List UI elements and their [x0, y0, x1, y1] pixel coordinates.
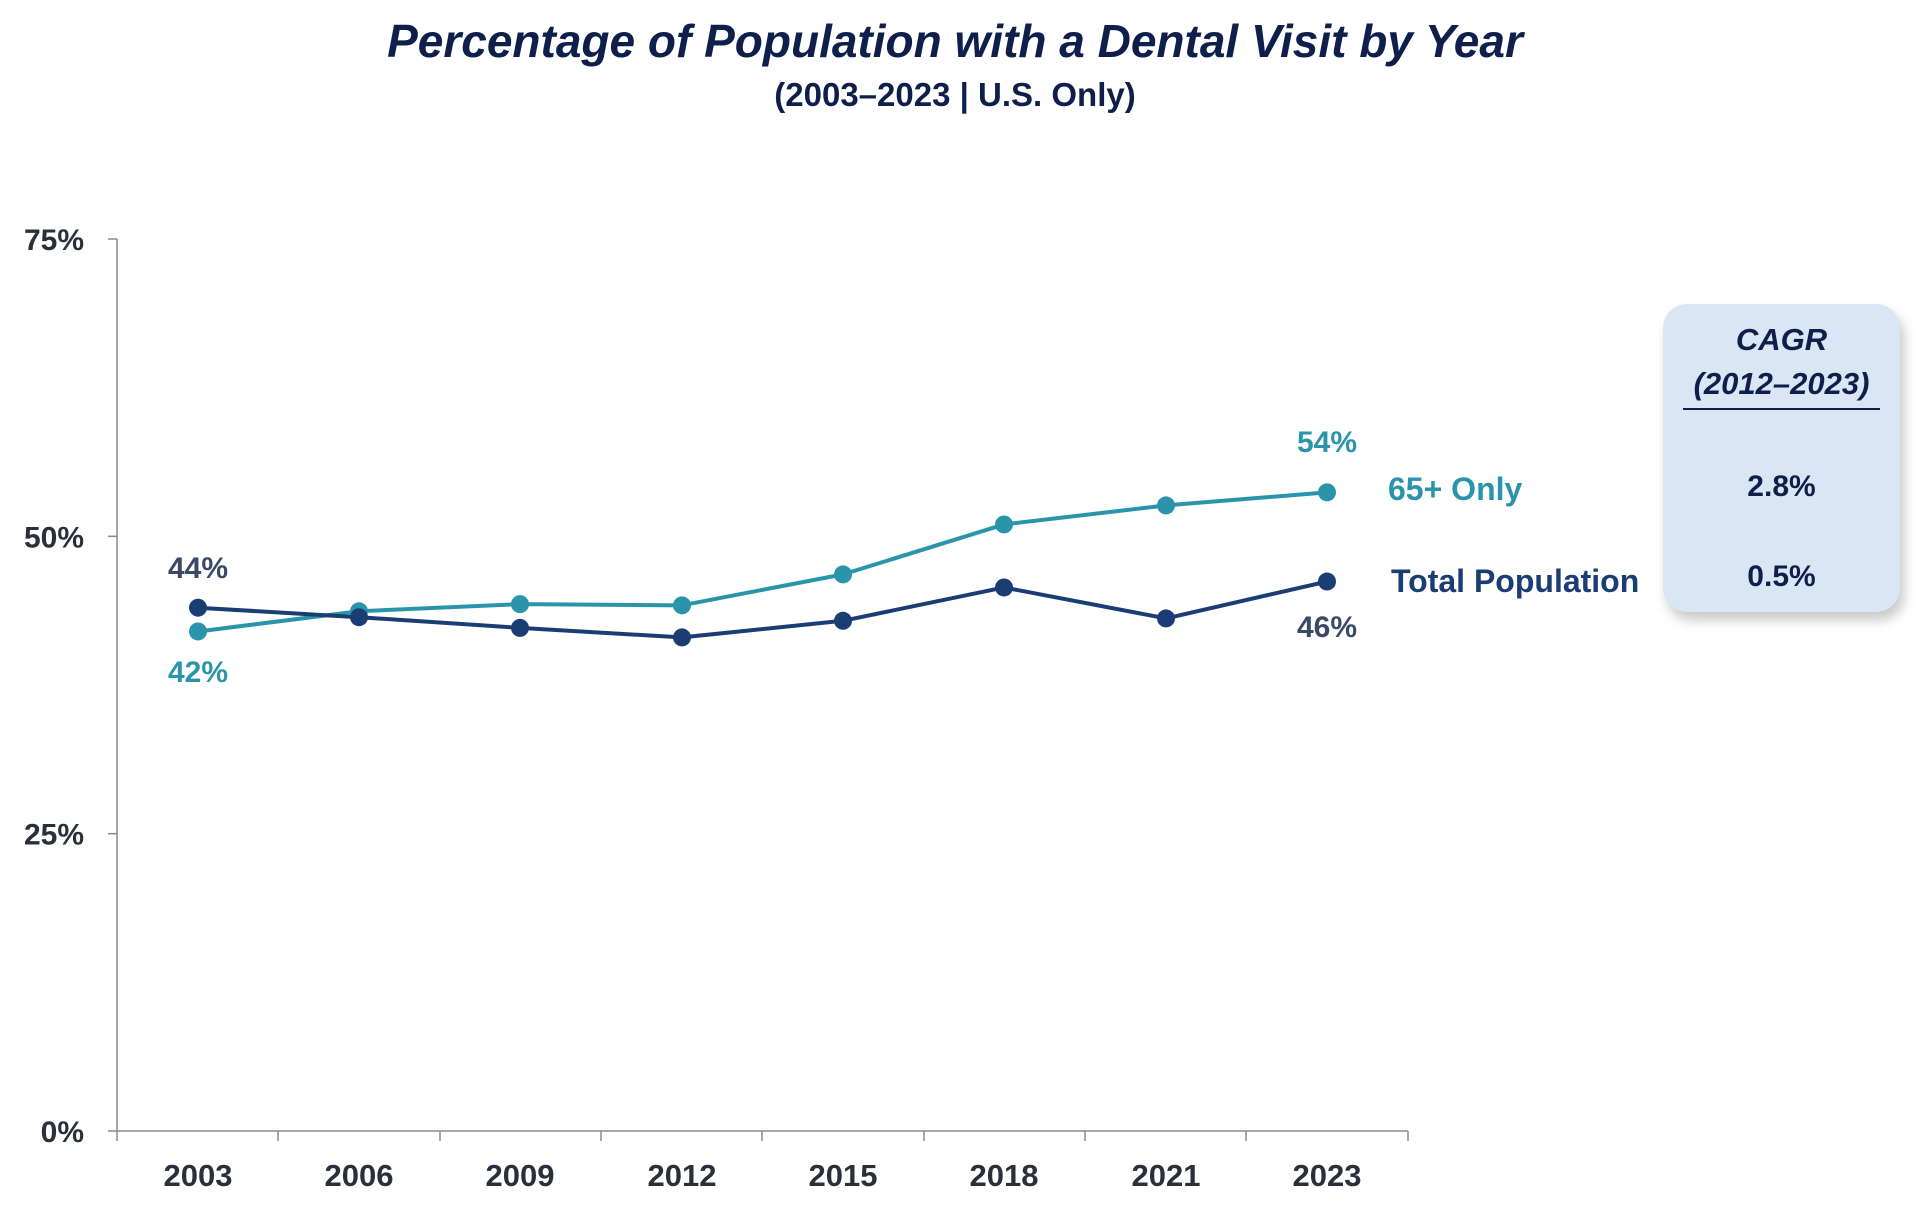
cagr-heading-line1: CAGR	[1735, 322, 1828, 357]
data-label: 44%	[168, 552, 228, 585]
series-label: 65+ Only	[1388, 471, 1523, 507]
cagr-divider	[1683, 408, 1880, 410]
x-tick-label: 2012	[648, 1158, 717, 1193]
data-point	[350, 608, 368, 627]
cagr-heading: CAGR (2012–2023)	[1663, 318, 1900, 406]
data-point	[995, 515, 1013, 534]
data-point	[1157, 609, 1175, 628]
data-point	[834, 611, 852, 630]
y-tick-label: 25%	[24, 819, 84, 852]
data-point	[189, 598, 207, 617]
y-tick-label: 0%	[41, 1116, 84, 1149]
series-line	[197, 490, 1328, 634]
data-point	[834, 565, 852, 584]
chart-title: Percentage of Population with a Dental V…	[387, 15, 1523, 67]
data-point	[189, 622, 207, 641]
cagr-total-value: 0.5%	[1747, 560, 1816, 593]
y-tick-label: 50%	[24, 521, 84, 554]
cagr-heading-line2: (2012–2023)	[1693, 366, 1870, 401]
data-label: 54%	[1297, 426, 1357, 459]
y-tick-label: 75%	[24, 224, 84, 257]
data-point	[995, 578, 1013, 597]
data-point	[1318, 483, 1336, 502]
cagr-panel: CAGR (2012–2023) 2.8% 0.5%	[1663, 304, 1900, 612]
data-point	[1157, 496, 1175, 515]
data-point	[673, 596, 691, 615]
x-tick-label: 2003	[164, 1158, 233, 1193]
chart-subtitle: (2003–2023 | U.S. Only)	[774, 76, 1136, 113]
series-line	[197, 579, 1328, 640]
x-tick-label: 2023	[1293, 1158, 1362, 1193]
data-label: 42%	[168, 656, 228, 689]
data-point	[511, 618, 529, 637]
x-tick-label: 2018	[970, 1158, 1039, 1193]
data-point	[511, 595, 529, 614]
x-tick-label: 2009	[486, 1158, 555, 1193]
data-label: 46%	[1297, 611, 1357, 644]
data-point	[1318, 572, 1336, 591]
x-tick-label: 2015	[809, 1158, 878, 1193]
data-point	[673, 628, 691, 647]
x-tick-label: 2021	[1132, 1158, 1201, 1193]
series-label: Total Population	[1391, 563, 1639, 599]
cagr-senior-value: 2.8%	[1747, 470, 1816, 503]
x-tick-label: 2006	[325, 1158, 394, 1193]
